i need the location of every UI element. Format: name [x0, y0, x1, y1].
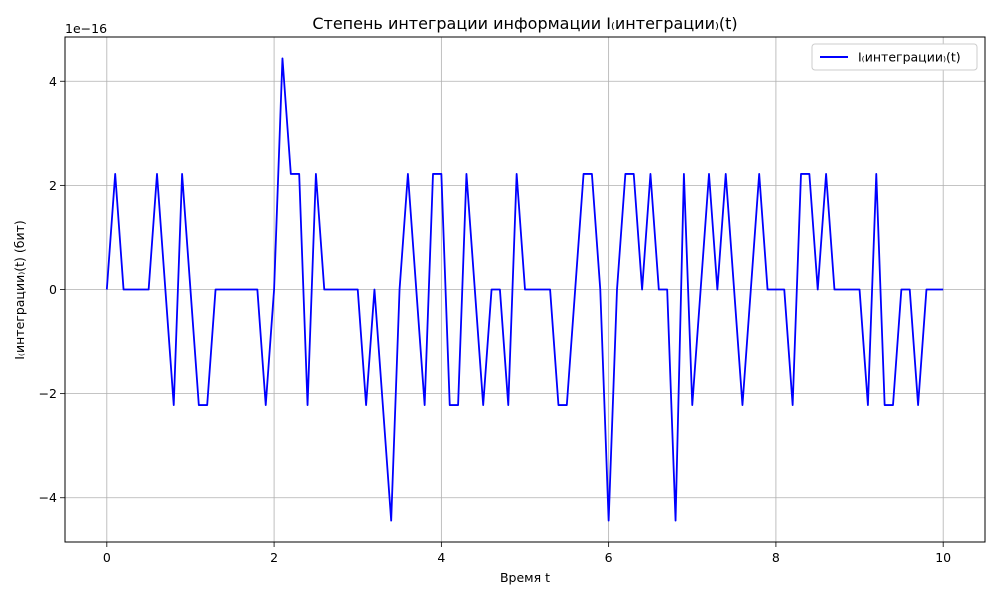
x-tick-label: 8: [772, 550, 780, 565]
y-tick-label: 2: [49, 178, 57, 193]
y-tick-label: −4: [39, 490, 57, 505]
y-tick-label: −2: [39, 386, 57, 401]
y-tick-label: 4: [49, 74, 57, 89]
series-layer: [105, 57, 944, 522]
x-tick-label: 10: [935, 550, 951, 565]
y-scale-label: 1e−16: [65, 21, 107, 36]
chart-title: Степень интеграции информации I₍интеграц…: [312, 14, 737, 33]
x-axis-label: Время t: [500, 570, 550, 585]
legend: I₍интеграции₎(t): [811, 43, 978, 71]
y-tick-label: 0: [49, 282, 57, 297]
legend-box: [811, 43, 978, 71]
x-tick-label: 2: [270, 550, 278, 565]
legend-label: I₍интеграции₎(t): [858, 50, 961, 65]
x-tick-label: 0: [103, 550, 111, 565]
x-tick-label: 6: [605, 550, 613, 565]
y-axis-label: I₍интеграции₎(t) (бит): [12, 220, 27, 360]
x-tick-label: 4: [437, 550, 445, 565]
series-line: [105, 57, 944, 522]
ticks-layer: 0 2 4 6 8 10 −4 −2 0 2 4: [39, 74, 952, 565]
